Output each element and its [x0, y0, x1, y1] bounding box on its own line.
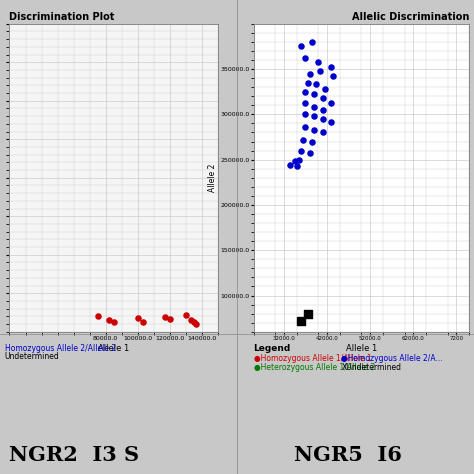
Text: Legend: Legend	[254, 344, 291, 353]
Text: NGR2  I3 S: NGR2 I3 S	[9, 445, 140, 465]
Text: ●Homozygous Allele 1/Allele 1: ●Homozygous Allele 1/Allele 1	[254, 354, 371, 363]
Point	[310, 112, 318, 120]
Point	[319, 94, 327, 102]
Point	[187, 317, 194, 324]
Point	[319, 106, 327, 114]
Point	[310, 91, 318, 98]
Text: ●Homozygous Allele 2/A...: ●Homozygous Allele 2/A...	[341, 354, 443, 363]
Point	[328, 118, 335, 125]
Point	[308, 138, 316, 146]
Y-axis label: Allele 2: Allele 2	[209, 164, 218, 192]
Point	[329, 73, 337, 80]
Text: XUndetermined: XUndetermined	[341, 363, 401, 372]
Point	[134, 314, 142, 322]
Point	[297, 43, 305, 50]
Point	[315, 58, 322, 65]
Point	[110, 318, 118, 326]
Point	[308, 38, 316, 46]
Point	[291, 158, 298, 165]
Point	[301, 88, 309, 95]
Point	[94, 313, 101, 320]
Point	[310, 103, 318, 111]
Point	[190, 318, 198, 326]
Point	[319, 115, 327, 123]
Text: NGR5  I6: NGR5 I6	[294, 445, 402, 465]
Point	[306, 149, 313, 157]
Text: Allelic Discrimination: Allelic Discrimination	[352, 11, 469, 21]
Point	[105, 317, 113, 324]
Point	[301, 100, 309, 107]
Point	[286, 161, 294, 169]
Point	[328, 64, 335, 71]
X-axis label: Allele 1: Allele 1	[346, 344, 377, 353]
Text: Undetermined: Undetermined	[5, 352, 60, 361]
Point	[301, 123, 309, 131]
Point	[317, 67, 324, 74]
Point	[301, 55, 309, 62]
Point	[161, 313, 169, 321]
Text: ●Heterozygous Allele 1/Allele 2: ●Heterozygous Allele 1/Allele 2	[254, 363, 375, 372]
Point	[312, 81, 320, 88]
Point	[300, 136, 307, 144]
Point	[297, 147, 305, 155]
Point	[295, 156, 303, 164]
Point	[166, 316, 173, 323]
Point	[192, 320, 200, 328]
Point	[297, 317, 305, 325]
Point	[328, 99, 335, 106]
Point	[306, 70, 313, 77]
X-axis label: Allele 1: Allele 1	[98, 344, 129, 353]
Point	[293, 162, 301, 170]
Text: Homozygous Allele 2/Allele 2: Homozygous Allele 2/Allele 2	[5, 344, 116, 353]
Text: Discrimination Plot: Discrimination Plot	[9, 11, 115, 21]
Point	[310, 126, 318, 134]
Point	[304, 310, 311, 318]
Point	[182, 311, 190, 319]
Point	[139, 318, 146, 326]
Point	[321, 85, 328, 93]
Point	[319, 128, 327, 136]
Point	[301, 110, 309, 118]
Point	[304, 79, 311, 86]
